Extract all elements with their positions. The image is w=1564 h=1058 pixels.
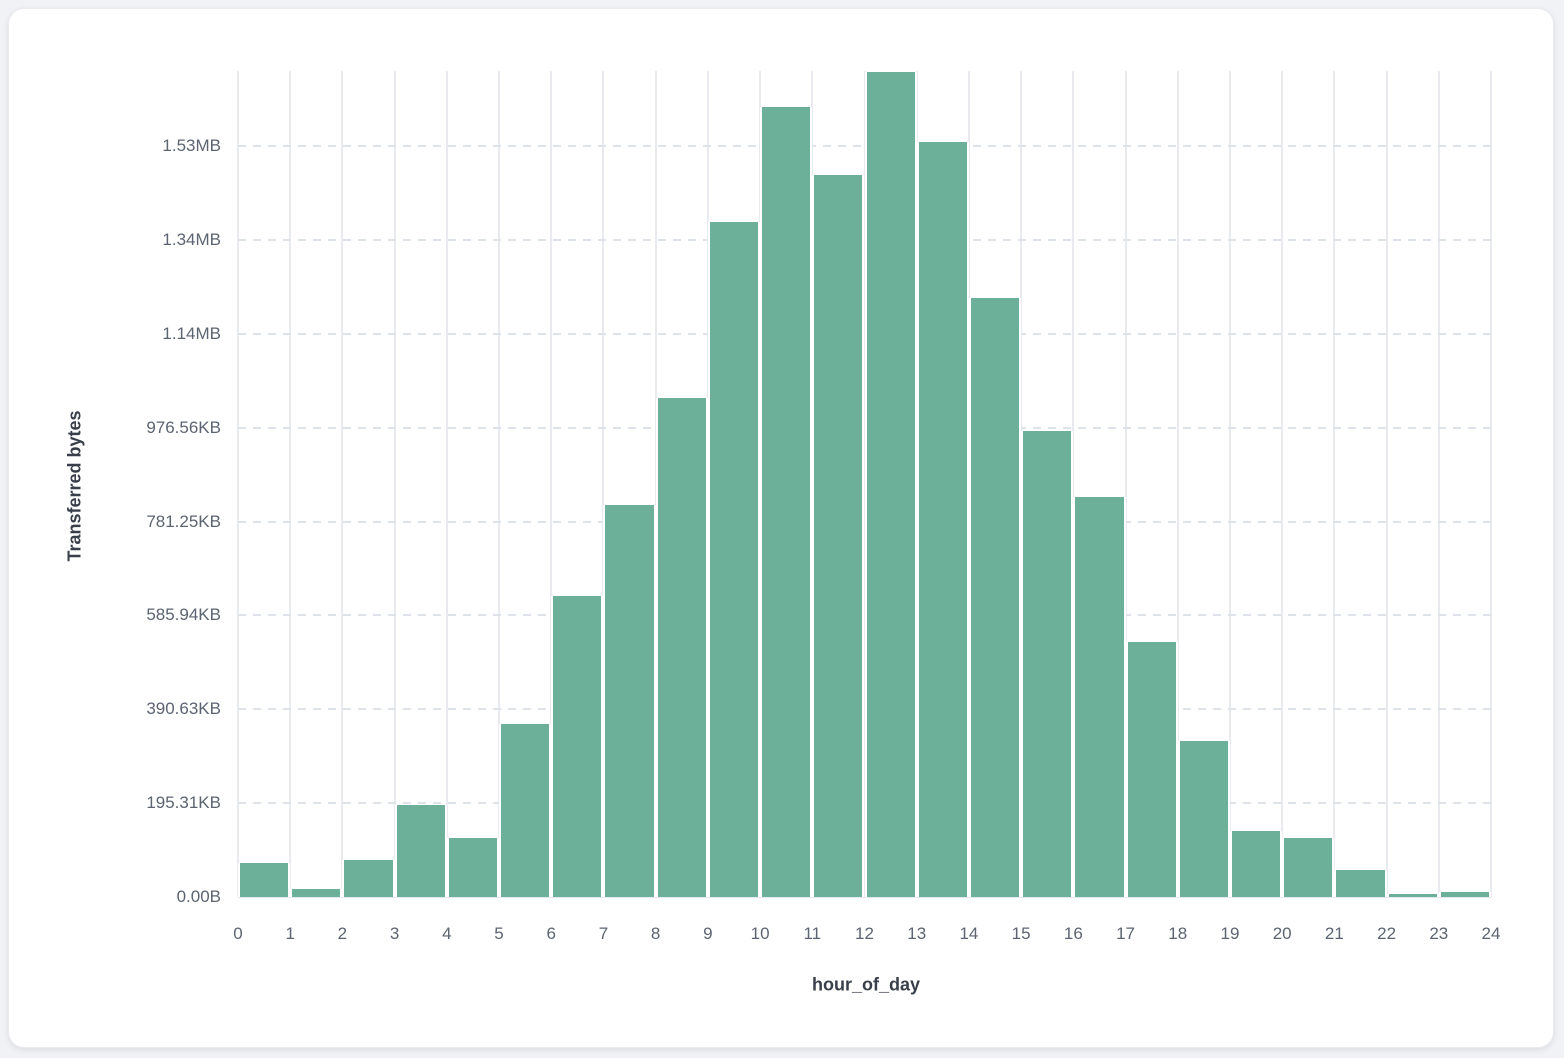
x-tick-label: 3 [389,924,400,943]
y-axis-title: Transferred bytes [64,410,85,562]
vertical-gridline [1228,71,1231,897]
vertical-gridline [341,71,344,897]
vertical-gridline [1385,71,1388,897]
bar-hour-10 [760,107,813,897]
vertical-gridline [289,71,292,897]
bar-hour-12 [864,71,917,897]
vertical-gridline [1437,71,1440,897]
x-tick-label: 18 [1168,924,1188,943]
x-tick-label: 14 [959,924,979,943]
vertical-gridline [445,71,448,897]
x-tick-label: 16 [1063,924,1083,943]
x-tick-label: 7 [598,924,609,943]
vertical-gridline [602,71,605,897]
bar-hour-5 [499,723,552,897]
x-tick-label: 15 [1011,924,1031,943]
bar-hour-7 [603,504,656,897]
bar-hour-2 [342,859,395,897]
bar-hour-4 [446,837,500,897]
x-tick-label: 6 [546,924,556,943]
x-tick-label: 11 [803,924,822,943]
y-tick-label: 195.31KB [146,793,221,813]
histogram-chart: Transferred bytes 0.00B 195.31KB 390.63KB 5… [9,9,1553,1047]
y-tick-label: 585.94KB [146,605,221,625]
y-tick-label: 1.14MB [162,323,221,343]
bar-hour-1 [290,889,343,897]
x-tick-label: 9 [703,924,713,943]
x-tick-label: 10 [750,924,770,943]
x-tick-label: 21 [1324,924,1344,943]
bar-hour-17 [1125,641,1178,897]
x-tick-label: 4 [442,924,452,943]
x-tick-label: 24 [1481,924,1501,943]
bar-hour-6 [551,595,604,897]
bar-hour-8 [655,397,708,897]
y-tick-label: 1.34MB [162,229,221,249]
vertical-gridline [1176,71,1179,897]
vertical-gridline [550,71,553,897]
bar-hour-23 [1438,891,1491,897]
y-tick-label: 1.53MB [162,136,221,156]
bar-hour-9 [707,222,761,897]
bar-hour-13 [916,142,969,897]
bar-hour-19 [1229,830,1283,897]
vertical-gridline [1281,71,1284,897]
bar-hour-22 [1386,894,1439,897]
bar-hour-18 [1177,740,1230,897]
y-tick-label: 781.25KB [146,511,221,531]
chart-card: Transferred bytes 0.00B 195.31KB 390.63KB 5… [8,8,1554,1048]
bar-hour-16 [1073,496,1126,897]
y-tick-label: 0.00B [176,887,221,906]
x-tick-label: 20 [1272,924,1292,943]
x-tick-label: 12 [855,924,874,943]
vertical-gridline [1124,71,1127,897]
bar-hour-0 [238,863,291,897]
x-tick-label: 8 [650,924,661,943]
x-tick-label: 23 [1429,924,1449,943]
x-tick-label: 0 [233,924,243,943]
y-tick-label: 390.63KB [146,699,221,719]
vertical-gridline [1490,71,1492,897]
bar-hour-20 [1282,837,1335,897]
vertical-gridline [1333,71,1336,897]
x-tick-label: 5 [494,924,504,943]
x-axis-title: hour_of_day [811,974,921,995]
bar-hour-21 [1334,869,1387,897]
vertical-gridline [1072,71,1075,897]
x-tick-label: 13 [907,924,927,943]
vertical-gridline [237,71,239,897]
vertical-gridline [393,71,396,897]
bar-hour-3 [394,805,447,897]
vertical-gridline [498,71,501,897]
y-tick-label: 976.56KB [146,417,221,437]
x-tick-label: 17 [1116,924,1135,943]
x-tick-label: 1 [285,924,295,943]
x-tick-label: 19 [1220,924,1240,943]
x-tick-label: 22 [1377,924,1397,943]
bar-hour-11 [812,175,865,897]
bar-hour-14 [968,298,1022,897]
plot-area [237,71,1492,898]
x-tick-label: 2 [337,924,348,943]
bar-hour-15 [1021,430,1074,897]
